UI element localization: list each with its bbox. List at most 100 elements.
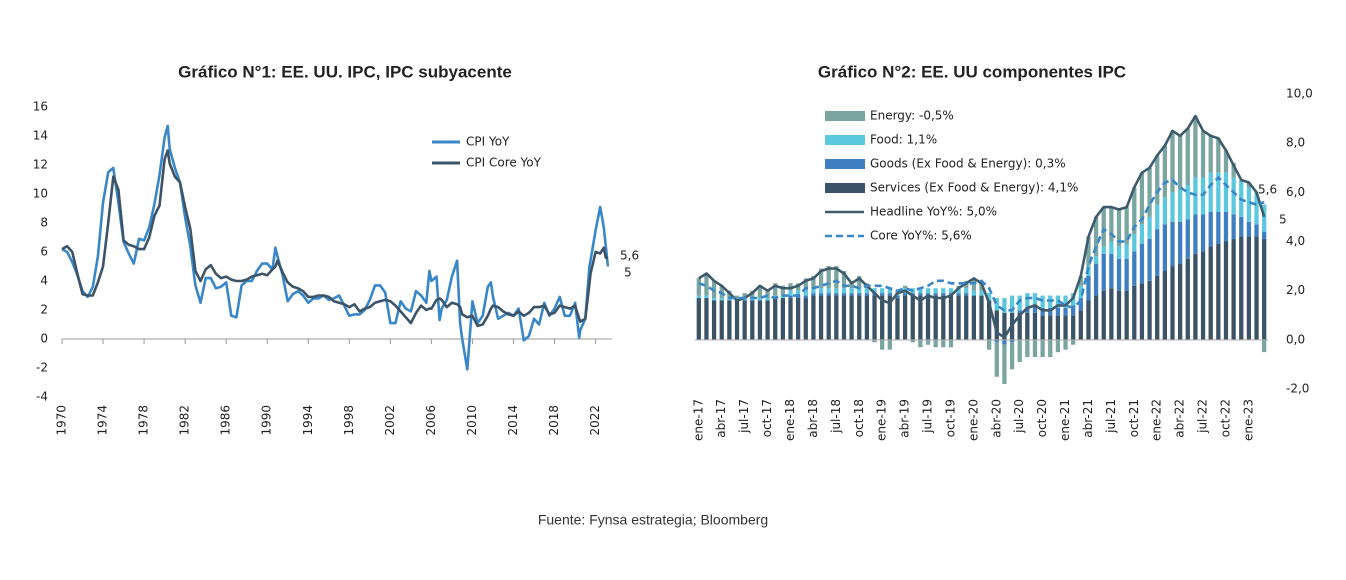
bar-segment bbox=[887, 339, 892, 350]
bar-segment bbox=[1193, 253, 1198, 340]
bar-segment bbox=[1178, 221, 1183, 264]
bar-segment bbox=[1193, 214, 1198, 254]
bar-segment bbox=[948, 288, 954, 294]
x-tick-label: ene-22 bbox=[1150, 399, 1164, 441]
bar-segment bbox=[1032, 312, 1038, 340]
bar-segment bbox=[826, 266, 831, 289]
bar-segment bbox=[826, 288, 831, 294]
y-tick-label: 0 bbox=[40, 332, 48, 346]
x-tick-label: 1994 bbox=[301, 405, 315, 436]
bar-segment bbox=[1116, 290, 1122, 340]
bar-segment bbox=[1155, 275, 1160, 340]
bar-segment bbox=[1078, 310, 1083, 340]
x-tick-label: 1986 bbox=[219, 405, 233, 436]
bar-segment bbox=[1132, 251, 1137, 286]
bar-segment bbox=[872, 288, 877, 294]
bar-segment bbox=[880, 293, 885, 296]
bar-segment bbox=[994, 298, 999, 311]
bar-segment bbox=[1055, 307, 1061, 316]
bar-segment bbox=[841, 295, 847, 340]
bar-segment bbox=[780, 285, 785, 296]
bar-segment bbox=[1254, 224, 1259, 237]
bar-segment bbox=[941, 339, 946, 348]
legend-label: Energy: -0,5% bbox=[870, 109, 954, 123]
bar-segment bbox=[811, 275, 816, 289]
bar-segment bbox=[1093, 216, 1099, 257]
bar-segment bbox=[987, 293, 992, 301]
bar-segment bbox=[1071, 305, 1076, 316]
bar-segment bbox=[956, 293, 961, 296]
bar-segment bbox=[1002, 344, 1007, 385]
bar-segment bbox=[765, 298, 770, 301]
y-tick-label: 12 bbox=[33, 158, 48, 172]
chart-title: Gráfico N°1: EE. UU. IPC, IPC subyacente bbox=[178, 62, 512, 81]
y-tick-label: 10 bbox=[33, 187, 48, 201]
bar-segment bbox=[971, 290, 976, 296]
x-tick-label: 1978 bbox=[137, 405, 151, 436]
bar-segment bbox=[818, 293, 824, 296]
bar-segment bbox=[711, 300, 717, 340]
bar-segment bbox=[742, 293, 747, 299]
bar-segment bbox=[933, 288, 938, 294]
bar-segment bbox=[1124, 258, 1129, 291]
bar-segment bbox=[1147, 239, 1152, 281]
bar-segment bbox=[1055, 339, 1061, 353]
bar-segment bbox=[1009, 295, 1015, 313]
bar-segment bbox=[1093, 295, 1099, 340]
bar-segment bbox=[818, 288, 824, 294]
bar-segment bbox=[1216, 138, 1221, 173]
y-tick-label: -4 bbox=[36, 390, 48, 404]
legend-label: Core YoY%: 5,6% bbox=[870, 229, 972, 243]
bar-segment bbox=[1200, 130, 1206, 178]
bar-segment bbox=[933, 293, 938, 296]
bar-segment bbox=[1223, 150, 1229, 173]
x-tick-label: jul-18 bbox=[829, 399, 843, 434]
bar-segment bbox=[1231, 214, 1236, 240]
bar-segment bbox=[1025, 293, 1030, 308]
bar-segment bbox=[1254, 236, 1259, 340]
y2-tick-label: -2,0 bbox=[1286, 382, 1309, 396]
bar-segment bbox=[1025, 339, 1030, 358]
bar-segment bbox=[887, 288, 892, 294]
bar-segment bbox=[1139, 172, 1145, 225]
bar-segment bbox=[872, 295, 877, 340]
bar-segment bbox=[796, 298, 801, 340]
legend-label: Services (Ex Food & Energy): 4,1% bbox=[870, 181, 1078, 195]
bar-segment bbox=[1002, 298, 1007, 313]
bar-segment bbox=[941, 288, 946, 294]
bar-segment bbox=[734, 300, 740, 340]
x-tick-label: jul-19 bbox=[921, 399, 935, 434]
bar-segment bbox=[1262, 239, 1267, 340]
bar-segment bbox=[1078, 275, 1083, 286]
bar-segment bbox=[841, 288, 847, 294]
bar-segment bbox=[1086, 236, 1091, 267]
bar-segment bbox=[849, 293, 854, 296]
bar-segment bbox=[902, 285, 908, 289]
bar-segment bbox=[902, 293, 908, 296]
bar-segment bbox=[1200, 251, 1206, 340]
bar-segment bbox=[925, 339, 931, 345]
bar-segment bbox=[933, 295, 938, 340]
bar-segment bbox=[803, 298, 808, 340]
bar-segment bbox=[880, 295, 885, 340]
y2-tick-label: 8,0 bbox=[1286, 136, 1305, 150]
bar-segment bbox=[910, 295, 915, 340]
bar-segment bbox=[696, 298, 701, 340]
bar-segment bbox=[948, 339, 954, 348]
bar-segment bbox=[918, 295, 923, 340]
bar-segment bbox=[994, 342, 999, 377]
bar-segment bbox=[788, 298, 793, 340]
y-tick-label: 6 bbox=[40, 245, 48, 259]
bar-segment bbox=[1185, 128, 1190, 185]
bar-segment bbox=[1071, 315, 1076, 340]
bar-segment bbox=[1139, 224, 1145, 244]
x-tick-label: 2022 bbox=[588, 405, 602, 436]
bar-segment bbox=[1200, 214, 1206, 252]
x-tick-label: oct-22 bbox=[1218, 399, 1232, 437]
legend-label: Headline YoY%: 5,0% bbox=[870, 205, 997, 219]
bar-segment bbox=[910, 339, 915, 343]
series-line bbox=[61, 124, 610, 371]
bar-segment bbox=[1116, 246, 1122, 259]
y2-tick-label: 4,0 bbox=[1286, 234, 1305, 248]
bar-segment bbox=[826, 293, 831, 296]
